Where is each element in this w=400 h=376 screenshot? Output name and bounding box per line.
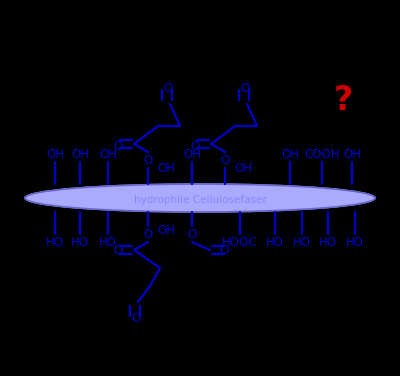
- Text: HOOC: HOOC: [222, 235, 258, 249]
- Text: O: O: [131, 311, 141, 324]
- Text: OH: OH: [343, 147, 361, 161]
- Text: HO: HO: [346, 235, 364, 249]
- Text: HO: HO: [319, 235, 337, 249]
- Text: ?: ?: [333, 83, 353, 117]
- Text: HO: HO: [293, 235, 311, 249]
- Text: OH: OH: [157, 162, 175, 174]
- Text: O: O: [187, 227, 197, 241]
- Text: O: O: [143, 153, 153, 167]
- Text: O: O: [190, 139, 200, 153]
- Text: O: O: [220, 153, 230, 167]
- Text: O: O: [113, 244, 123, 256]
- Text: O: O: [240, 82, 250, 94]
- Text: O: O: [143, 227, 153, 241]
- Text: OH: OH: [46, 147, 64, 161]
- Text: HO: HO: [99, 235, 117, 249]
- Text: OH: OH: [157, 223, 175, 237]
- Text: OH: OH: [281, 147, 299, 161]
- Text: HO: HO: [71, 235, 89, 249]
- Text: HO: HO: [46, 235, 64, 249]
- Text: OH: OH: [71, 147, 89, 161]
- Text: OH: OH: [183, 147, 201, 161]
- Text: hydrophile Cellulosefaser: hydrophile Cellulosefaser: [134, 195, 266, 205]
- Text: COOH: COOH: [304, 147, 340, 161]
- Ellipse shape: [25, 184, 375, 212]
- Text: O: O: [219, 244, 229, 256]
- Text: OH: OH: [234, 162, 252, 174]
- Text: O: O: [113, 139, 123, 153]
- Text: HO: HO: [266, 235, 284, 249]
- Text: OH: OH: [99, 147, 117, 161]
- Text: O: O: [163, 82, 173, 94]
